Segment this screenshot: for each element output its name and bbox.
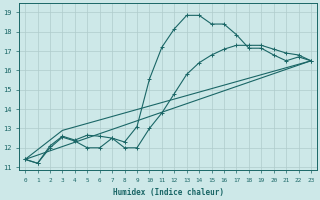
- X-axis label: Humidex (Indice chaleur): Humidex (Indice chaleur): [113, 188, 224, 197]
